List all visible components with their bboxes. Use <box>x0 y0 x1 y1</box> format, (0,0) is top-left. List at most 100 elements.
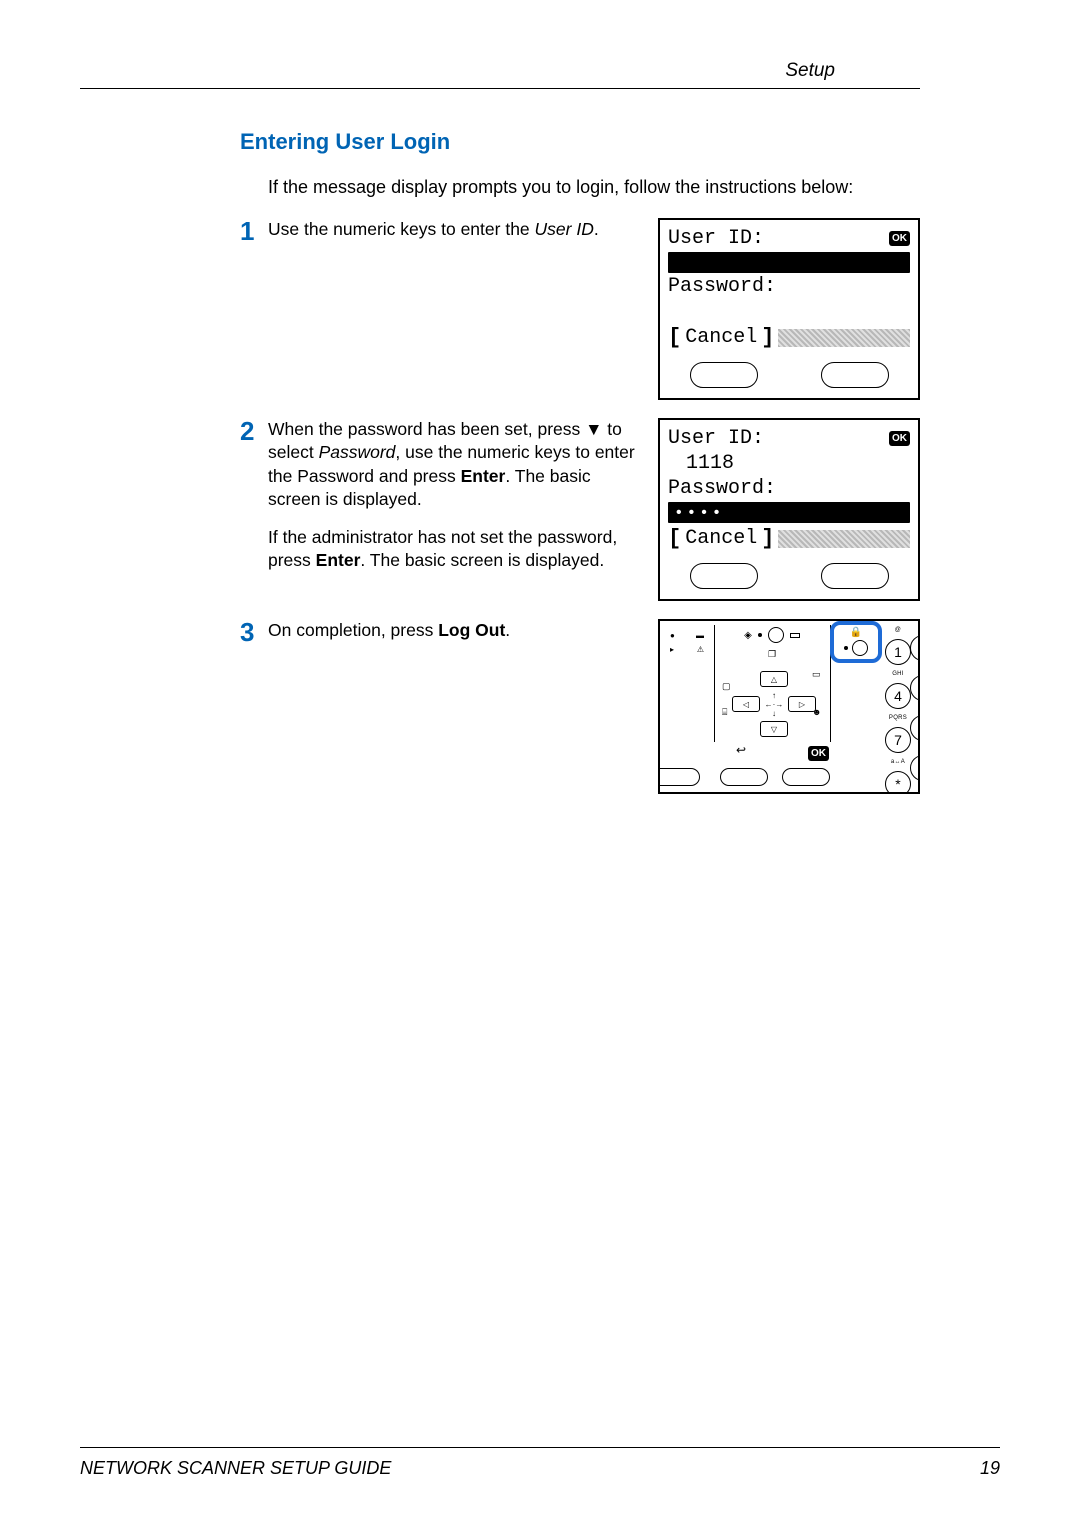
step-number: 1 <box>240 218 268 244</box>
key-4-button[interactable]: 4 <box>885 683 911 709</box>
text-emphasis: Password <box>319 442 396 462</box>
lcd-panel-2: User ID: OK 1118 Password: •••• <box>658 418 920 601</box>
lcd-panel-1: User ID: OK Password: [ Cancel ] <box>658 218 920 400</box>
book-icon: ▭ <box>812 669 821 680</box>
lcd-screen: User ID: OK 1118 Password: •••• <box>660 420 918 555</box>
text-fragment: On completion, press <box>268 620 438 640</box>
lcd-password-row: Password: <box>668 274 910 299</box>
text-fragment: . <box>594 219 599 239</box>
text-fragment: . The basic screen is displayed. <box>360 550 604 570</box>
lcd-screen: User ID: OK Password: [ Cancel ] <box>660 220 918 354</box>
step-body: On completion, press Log Out. ●▬ ▸⚠ ◈ <box>268 619 920 794</box>
warning-icon: ⚠ <box>697 645 704 655</box>
key-label: PQRS <box>889 715 907 721</box>
step-number: 3 <box>240 619 268 645</box>
header-section-label: Setup <box>80 60 1000 88</box>
lcd-user-id-label: User ID: <box>668 227 764 250</box>
lcd-user-id-label: User ID: <box>668 427 764 450</box>
copy-icon: ❐ <box>720 647 824 660</box>
lcd-user-id-row: User ID: OK <box>668 226 910 251</box>
dpad: △ ▽ ◁ ▷ ↑←·→↓ <box>732 671 816 739</box>
page: Setup Entering User Login If the message… <box>0 0 1080 1527</box>
bottom-pill-button[interactable] <box>720 768 768 786</box>
softkey-right[interactable] <box>821 563 889 589</box>
lcd-fill-pattern <box>778 530 910 548</box>
lcd-softkeys <box>660 555 918 599</box>
bracket-icon: [ <box>668 526 681 551</box>
step-text: On completion, press Log Out. <box>268 619 644 656</box>
face-icon: ☻ <box>812 707 821 717</box>
bottom-pill-button[interactable] <box>782 768 830 786</box>
page-footer: NETWORK SCANNER SETUP GUIDE 19 <box>80 1447 1000 1479</box>
key-label: @ <box>895 627 901 633</box>
keypad-center-controls: ◈ ❐ <box>720 627 824 660</box>
text-emphasis: User ID <box>535 219 594 239</box>
lock-icon: 🔒 <box>850 627 862 638</box>
footer-title: NETWORK SCANNER SETUP GUIDE <box>80 1458 391 1479</box>
bracket-icon: [ <box>668 325 681 350</box>
lcd-cancel-row: [ Cancel ] <box>668 323 910 350</box>
text-fragment: Use the numeric keys to enter the <box>268 219 535 239</box>
diamond-icon: ◈ <box>744 630 752 641</box>
lcd-password-input[interactable]: •••• <box>668 502 910 523</box>
text-fragment: . <box>505 620 510 640</box>
lcd-cancel-label: Cancel <box>685 326 757 349</box>
footer-rule <box>80 1447 1000 1448</box>
dpad-left-button[interactable]: ◁ <box>732 696 760 712</box>
back-arrow-icon: ↩ <box>736 743 746 757</box>
ok-badge-icon: OK <box>889 231 910 246</box>
lcd-user-id-input[interactable] <box>668 252 910 273</box>
lcd-cancel-label: Cancel <box>685 527 757 550</box>
lcd-password-row: Password: <box>668 476 910 501</box>
step-text: When the password has been set, press ▼ … <box>268 418 644 587</box>
logout-button-area: 🔒 <box>836 627 876 661</box>
key-label: a↔A <box>891 759 905 765</box>
lcd-password-label: Password: <box>668 275 776 298</box>
intro-text: If the message display prompts you to lo… <box>240 177 920 198</box>
lcd-softkeys <box>660 354 918 398</box>
lcd-cancel-row: [ Cancel ] <box>668 524 910 551</box>
footer-row: NETWORK SCANNER SETUP GUIDE 19 <box>80 1458 1000 1479</box>
keypad-bottom-edge <box>658 768 700 786</box>
screen-icon: ▢ <box>722 681 731 692</box>
logout-button[interactable] <box>852 640 868 656</box>
text-bold: Log Out <box>438 620 505 640</box>
step-2: 2 When the password has been set, press … <box>240 418 920 601</box>
text-bold: Enter <box>316 550 361 570</box>
key-label: GHI <box>892 671 904 677</box>
step-body: Use the numeric keys to enter the User I… <box>268 218 920 400</box>
step-1: 1 Use the numeric keys to enter the User… <box>240 218 920 400</box>
dpad-up-button[interactable]: △ <box>760 671 788 687</box>
lcd-user-id-value: 1118 <box>668 451 910 476</box>
keypad-bottom-buttons <box>720 768 830 786</box>
lcd-password-value <box>668 299 910 323</box>
circle-button[interactable] <box>768 627 784 643</box>
content-area: Entering User Login If the message displ… <box>80 89 1000 794</box>
key-star-button[interactable]: * <box>885 771 911 794</box>
lcd-user-id-row: User ID: OK <box>668 426 910 451</box>
softkey-left[interactable] <box>690 563 758 589</box>
tray-icon: ⌸ <box>722 707 727 718</box>
step-body: When the password has been set, press ▼ … <box>268 418 920 601</box>
dpad-down-button[interactable]: ▽ <box>760 721 788 737</box>
step-3: 3 On completion, press Log Out. ●▬ ▸⚠ <box>240 619 920 794</box>
rect-icon <box>790 633 800 638</box>
step-text: Use the numeric keys to enter the User I… <box>268 218 644 255</box>
dot-icon <box>844 646 848 650</box>
section-title: Entering User Login <box>240 129 920 155</box>
keypad-divider <box>714 625 715 742</box>
softkey-left[interactable] <box>690 362 758 388</box>
lcd-value: 1118 <box>668 452 734 475</box>
footer-page-number: 19 <box>980 1458 1000 1479</box>
keypad-panel: ●▬ ▸⚠ ◈ ❐ ▢ ⌸ <box>658 619 920 794</box>
text-bold: Enter <box>461 466 506 486</box>
dot-icon <box>758 633 762 637</box>
key-7-button[interactable]: 7 <box>885 727 911 753</box>
key-1-button[interactable]: 1 <box>885 639 911 665</box>
ok-badge-icon: OK <box>889 431 910 446</box>
bracket-icon: ] <box>761 325 774 350</box>
ok-badge-icon: OK <box>808 743 829 761</box>
step-number: 2 <box>240 418 268 444</box>
dpad-arrow-icons: ↑←·→↓ <box>760 691 788 719</box>
softkey-right[interactable] <box>821 362 889 388</box>
